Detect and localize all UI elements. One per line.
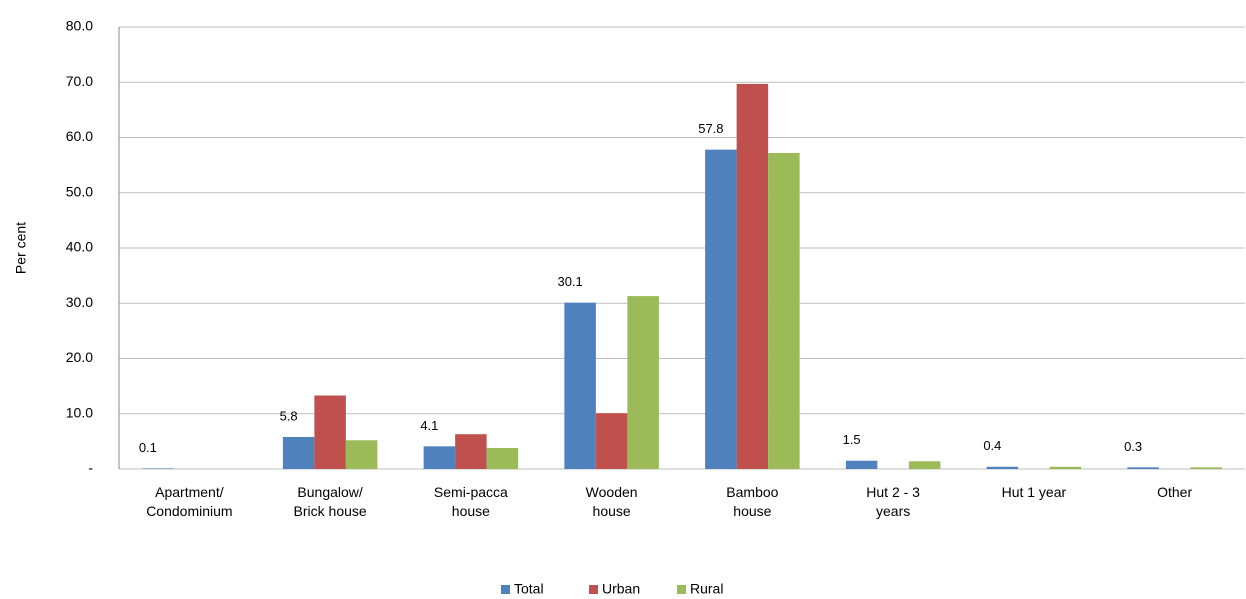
- bar: [845, 460, 878, 469]
- bar: [345, 440, 378, 469]
- bar: [455, 434, 487, 469]
- x-tick-label: Bamboo house: [726, 484, 778, 519]
- data-label: 4.1: [420, 418, 438, 433]
- y-axis-label: Per cent: [13, 222, 29, 274]
- x-tick-label-line: house: [593, 503, 631, 519]
- legend-label: Total: [514, 581, 544, 597]
- data-label: 30.1: [557, 274, 582, 289]
- x-tick-label: Hut 2 - 3 years: [866, 484, 920, 519]
- legend-swatch: [501, 585, 510, 594]
- x-tick-label-line: Bamboo: [726, 484, 778, 500]
- bar: [1190, 467, 1222, 469]
- bar: [486, 448, 519, 469]
- bar: [768, 152, 800, 469]
- bar: [314, 395, 346, 469]
- bar: [142, 468, 174, 469]
- data-label: 57.8: [698, 121, 723, 136]
- x-tick-label: Bungalow/Brick house: [294, 484, 367, 519]
- bar: [1127, 467, 1159, 469]
- bar: [595, 413, 628, 469]
- bar: [282, 436, 315, 469]
- x-tick-label: Semi-pacca house: [434, 484, 508, 519]
- y-tick-label: 10.0: [66, 404, 93, 420]
- y-tick-label: 80.0: [66, 18, 93, 34]
- x-tick-label-line: Apartment/: [155, 484, 224, 500]
- x-tick-label-line: Semi-pacca: [434, 484, 508, 500]
- data-label: 1.5: [843, 432, 861, 447]
- y-tick-label: 30.0: [66, 294, 93, 310]
- x-tick-label-line: Hut 2 - 3: [866, 484, 920, 500]
- y-tick-label: 70.0: [66, 73, 93, 89]
- x-tick-label: Apartment/Condominium: [146, 484, 232, 519]
- legend-swatch: [677, 585, 686, 594]
- x-tick-label-line: Wooden: [586, 484, 638, 500]
- bar: [1049, 466, 1082, 469]
- x-tick-label-line: Brick house: [294, 503, 367, 519]
- x-tick-label-line: house: [733, 503, 771, 519]
- bar: [736, 83, 769, 469]
- y-tick-label: 50.0: [66, 183, 93, 199]
- x-tick-label-line: Condominium: [146, 503, 232, 519]
- bar: [423, 446, 456, 469]
- bar: [705, 149, 737, 469]
- y-tick-label: -: [88, 460, 93, 476]
- x-tick-label-line: Bungalow/: [297, 484, 362, 500]
- x-tick-label-line: house: [452, 503, 490, 519]
- y-tick-label: 20.0: [66, 349, 93, 365]
- x-tick-label-line: years: [876, 503, 910, 519]
- data-label: 0.1: [139, 440, 157, 455]
- bar: [908, 461, 941, 469]
- legend-swatch: [589, 585, 598, 594]
- bar: [564, 302, 596, 469]
- data-label: 0.3: [1124, 439, 1142, 454]
- legend-label: Urban: [602, 581, 640, 597]
- x-tick-label-line: Other: [1157, 484, 1192, 500]
- bar: [986, 466, 1019, 469]
- x-tick-label: Hut 1 year: [1002, 484, 1067, 500]
- data-label: 0.4: [983, 438, 1001, 453]
- y-tick-label: 40.0: [66, 239, 93, 255]
- legend-label: Rural: [690, 581, 723, 597]
- x-tick-label: Other: [1157, 484, 1192, 500]
- bar: [627, 296, 659, 469]
- y-tick-label: 60.0: [66, 128, 93, 144]
- x-tick-label-line: Hut 1 year: [1002, 484, 1067, 500]
- data-label: 5.8: [280, 408, 298, 423]
- x-tick-label: Wooden house: [586, 484, 638, 519]
